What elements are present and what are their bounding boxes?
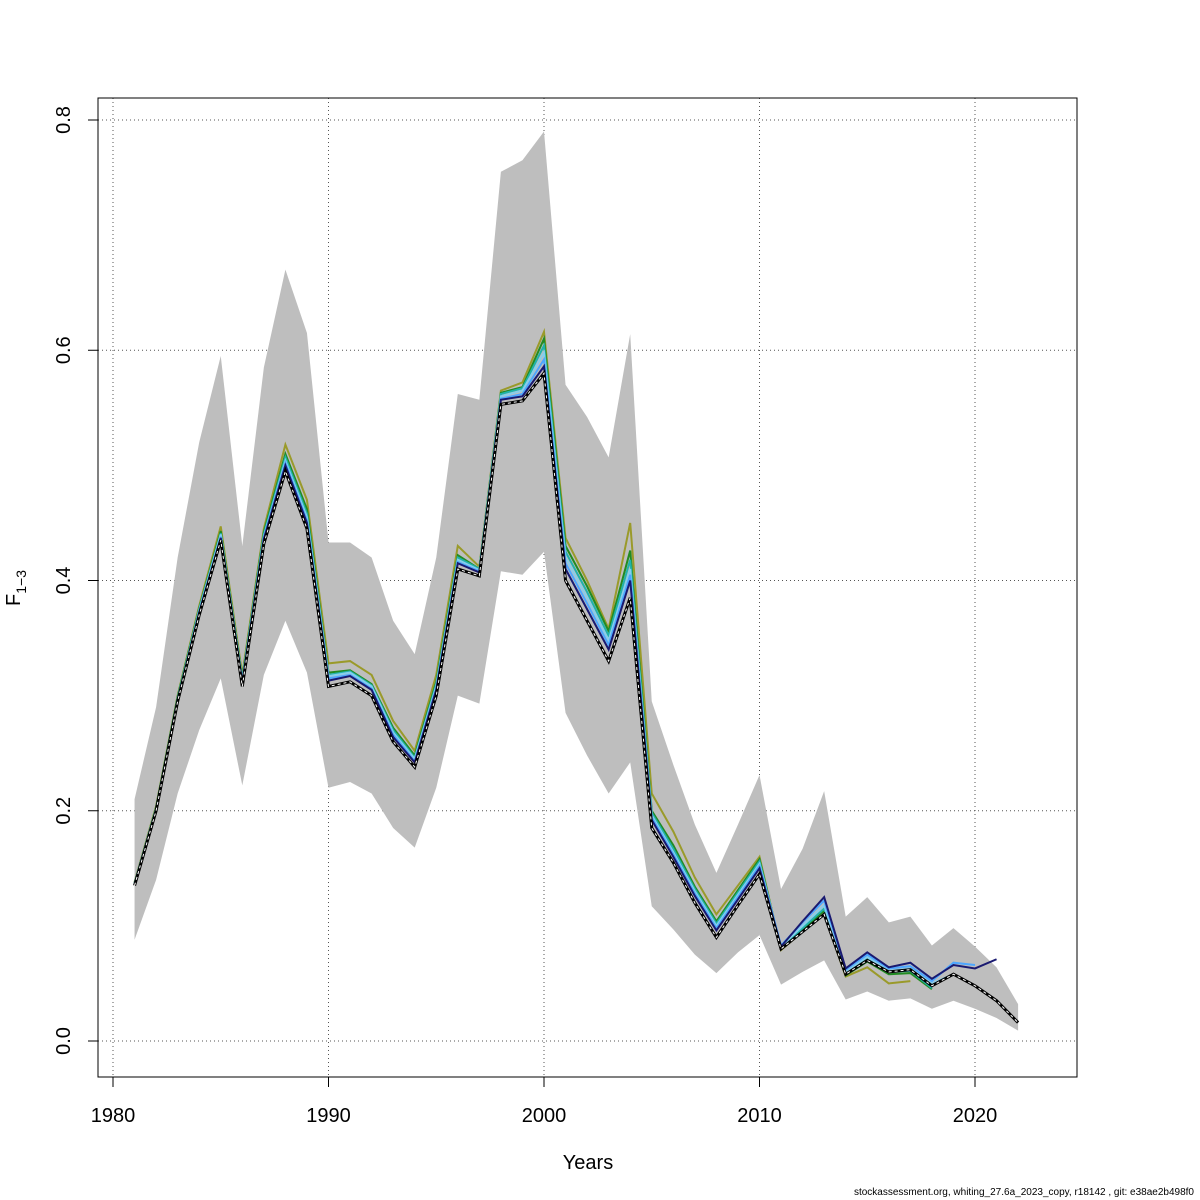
y-tick-label-2: 0.4 <box>53 567 75 595</box>
x-tick-label-2: 2000 <box>522 1105 567 1127</box>
estimate-line <box>133 369 1020 1024</box>
confidence-band-area <box>134 131 1019 1031</box>
estimate-line-solid <box>133 369 1020 1024</box>
y-tick-label-4: 0.8 <box>53 106 75 134</box>
plot-frame <box>97 97 1078 1078</box>
y-tick-label-3: 0.6 <box>53 336 75 364</box>
x-tick-label-4: 2020 <box>953 1105 998 1127</box>
confidence-band <box>134 131 1019 1031</box>
y-tick-label-1: 0.2 <box>53 797 75 825</box>
x-tick-label-0: 1980 <box>91 1105 136 1127</box>
y-axis-label: F1−3 <box>3 570 29 606</box>
footer-credit: stockassessment.org, whiting_27.6a_2023_… <box>853 1187 1194 1198</box>
x-tick-label-3: 2010 <box>737 1105 782 1127</box>
x-tick-label-1: 1990 <box>306 1105 351 1127</box>
y-axis: 0.0 0.2 0.4 0.6 0.8 <box>53 106 98 1055</box>
y-tick-label-0: 0.0 <box>53 1027 75 1055</box>
x-axis: 1980 1990 2000 2010 2020 <box>91 1077 998 1127</box>
x-axis-label: Years <box>563 1152 613 1174</box>
